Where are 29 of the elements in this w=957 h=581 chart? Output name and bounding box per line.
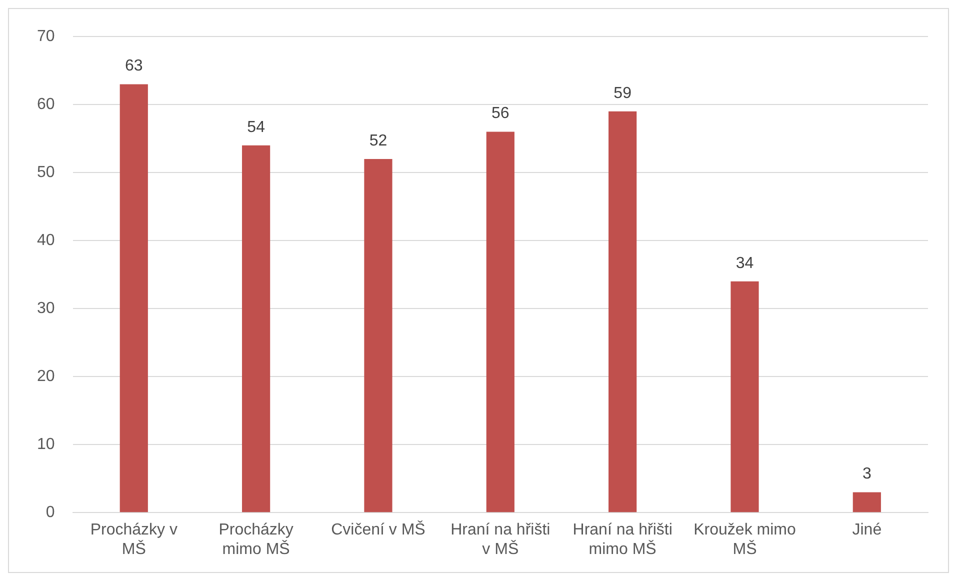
data-label: 63 — [124, 58, 143, 75]
y-tick-label: 0 — [46, 504, 55, 522]
x-tick-label: Jiné — [852, 522, 882, 539]
bar — [242, 145, 270, 512]
data-label: 3 — [862, 466, 872, 483]
bar — [730, 281, 759, 512]
x-tick-label: Hraní na hřišti v MŠ — [450, 522, 550, 558]
bar — [120, 84, 148, 512]
bar — [486, 132, 514, 512]
x-tick-label: Procházky mimo MŠ — [218, 522, 294, 558]
bar — [608, 111, 637, 512]
y-tick-label: 30 — [37, 300, 55, 318]
y-tick-label: 40 — [37, 232, 55, 250]
data-label: 34 — [736, 254, 754, 272]
x-tick-label: Hraní na hřišti mimo MŠ — [572, 522, 672, 558]
data-label: 52 — [369, 132, 388, 150]
bar — [364, 159, 392, 512]
y-tick-label: 50 — [37, 164, 55, 182]
y-tick-label: 70 — [37, 28, 55, 46]
x-tick-label: Cvičení v MŠ — [331, 520, 426, 539]
data-label: 56 — [492, 105, 510, 122]
x-tick-label: Procházky v MŠ — [90, 522, 178, 558]
data-label: 59 — [614, 84, 632, 102]
y-tick-label: 10 — [37, 436, 55, 454]
data-label: 54 — [247, 118, 266, 136]
x-tick-label: Kroužek mimo MŠ — [694, 522, 796, 558]
y-tick-label: 20 — [37, 368, 55, 386]
y-tick-label: 60 — [37, 96, 55, 114]
bar — [852, 492, 881, 512]
